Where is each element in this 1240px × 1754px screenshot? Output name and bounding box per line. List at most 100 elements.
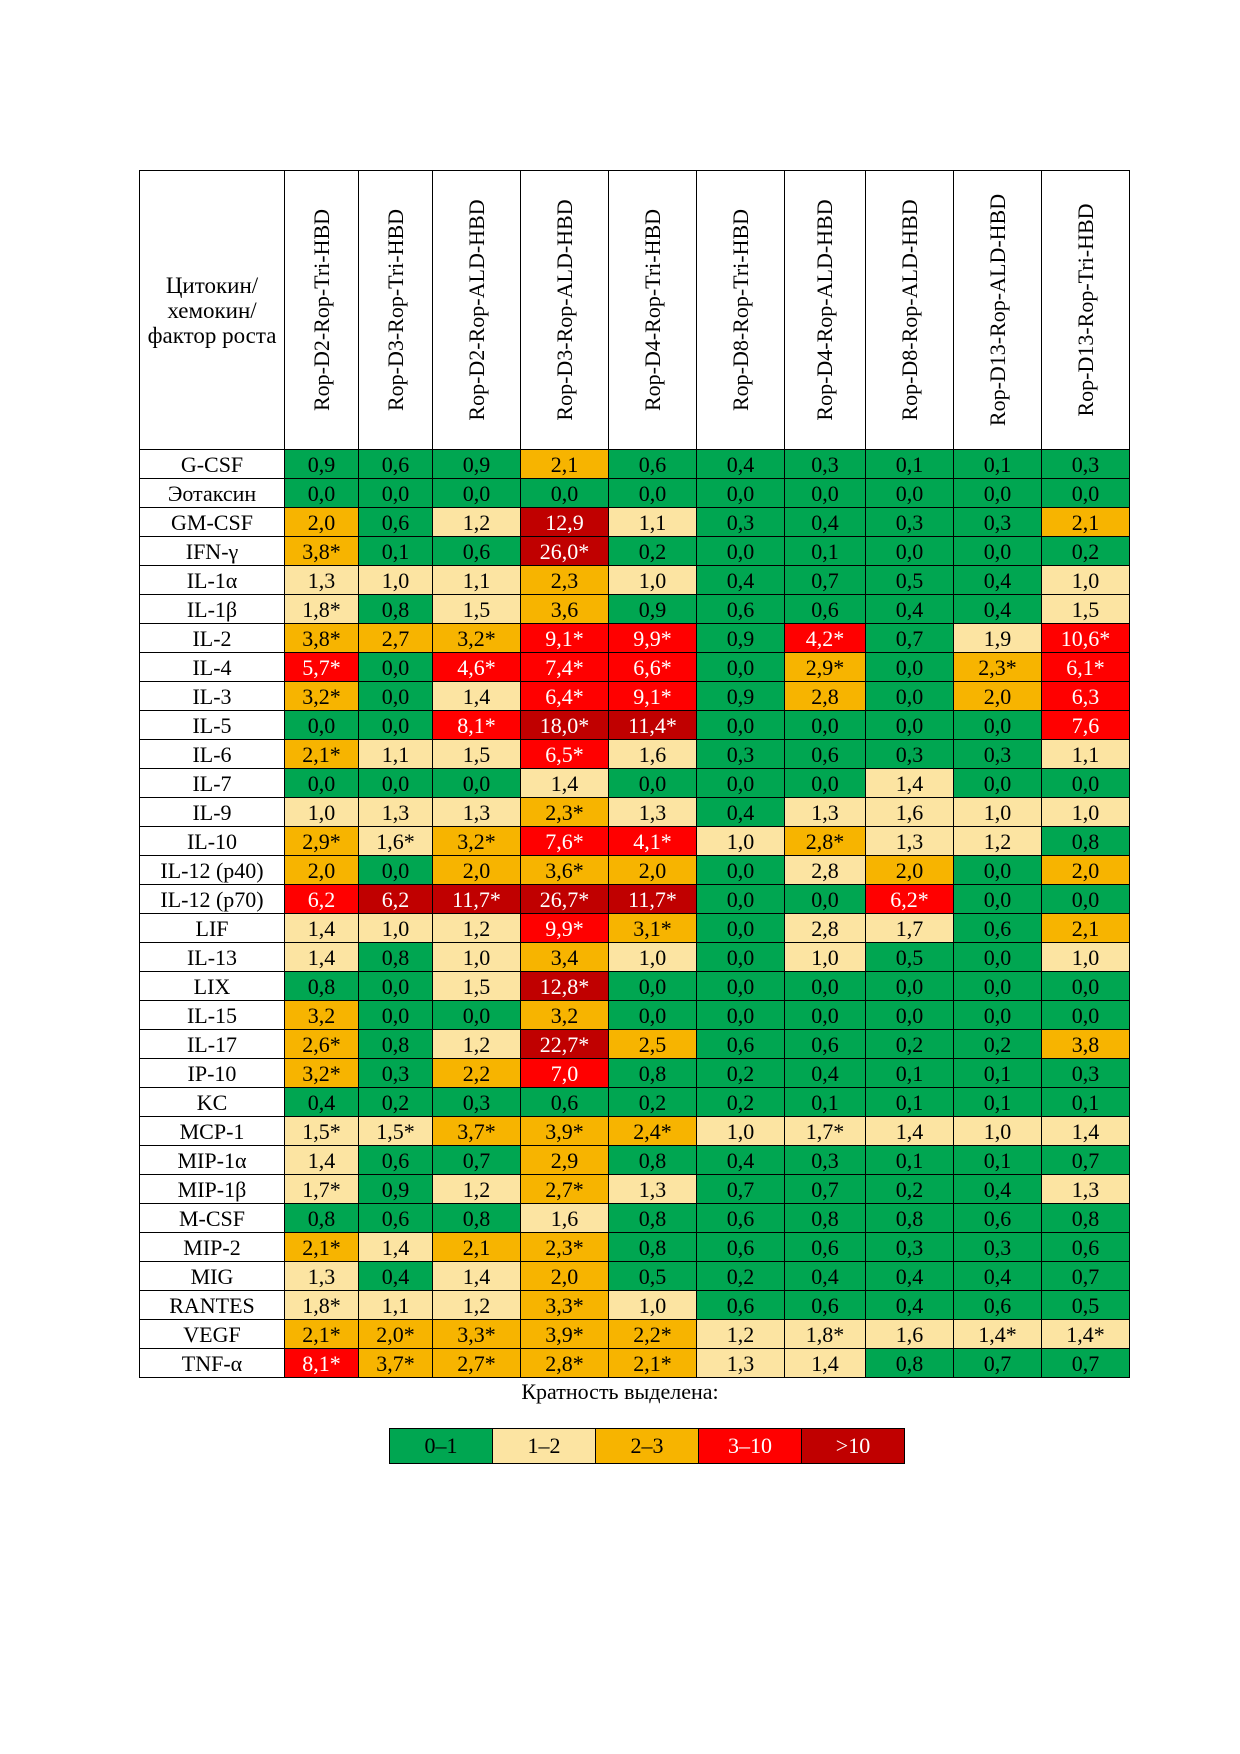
column-header-label: Rop-D13-Rop-ALD-HBD [984, 193, 1010, 427]
heatmap-cell: 1,0 [1041, 942, 1130, 972]
heatmap-cell: 0,6 [953, 1203, 1042, 1233]
heatmap-cell: 0,3 [865, 739, 954, 769]
heatmap-cell: 2,4* [608, 1116, 697, 1146]
heatmap-cell: 0,0 [696, 710, 785, 740]
heatmap-cell: 0,6 [1041, 1232, 1130, 1262]
heatmap-cell: 0,9 [284, 449, 359, 479]
heatmap-cell: 3,2 [520, 1000, 609, 1030]
heatmap-cell: 1,0 [608, 1290, 697, 1320]
heatmap-cell: 0,6 [696, 1203, 785, 1233]
heatmap-cell: 0,4 [953, 565, 1042, 595]
heatmap-cell: 0,0 [784, 478, 866, 508]
heatmap-cell: 1,2 [953, 826, 1042, 856]
heatmap-cell: 2,0 [284, 507, 359, 537]
heatmap-cell: 0,0 [696, 478, 785, 508]
heatmap-cell: 1,7* [284, 1174, 359, 1204]
table-row: MIG 1,3 0,4 1,4 2,0 0,5 0,2 0,4 0,4 0,4 0,7 [139, 1261, 1130, 1291]
heatmap-cell: 1,3 [284, 565, 359, 595]
row-label: MIP-1β [139, 1174, 285, 1204]
heatmap-cell: 1,4 [784, 1348, 866, 1378]
legend-swatch: 2–3 [595, 1428, 699, 1464]
column-header: Rop-D13-Rop-Tri-HBD [1041, 170, 1130, 450]
heatmap-cell: 0,2 [696, 1087, 785, 1117]
heatmap-cell: 0,0 [358, 971, 433, 1001]
header-row: Цитокин/ хемокин/ фактор роста Rop-D2-Ro… [139, 170, 1130, 450]
heatmap-cell: 0,9 [696, 681, 785, 711]
heatmap-cell: 0,0 [784, 710, 866, 740]
table-row: LIF 1,4 1,0 1,2 9,9* 3,1* 0,0 2,8 1,7 0,6 2,1 [139, 913, 1130, 943]
heatmap-cell: 0,4 [784, 507, 866, 537]
column-header: Rop-D8-Rop-Tri-HBD [696, 170, 785, 450]
table-row: IL-3 3,2* 0,0 1,4 6,4* 9,1* 0,9 2,8 0,0 2,0 6,3 [139, 681, 1130, 711]
heatmap-cell: 3,8 [1041, 1029, 1130, 1059]
heatmap-cell: 0,3 [953, 507, 1042, 537]
heatmap-cell: 0,0 [358, 652, 433, 682]
heatmap-cell: 2,1 [432, 1232, 521, 1262]
heatmap-cell: 0,3 [432, 1087, 521, 1117]
heatmap-cell: 0,0 [953, 768, 1042, 798]
heatmap-cell: 2,1 [1041, 507, 1130, 537]
heatmap-cell: 0,6 [358, 507, 433, 537]
row-label: IL-7 [139, 768, 285, 798]
table-row: IL-12 (p40) 2,0 0,0 2,0 3,6* 2,0 0,0 2,8 2,0 0,0 2… [139, 855, 1130, 885]
heatmap-cell: 3,4 [520, 942, 609, 972]
column-header-label: Rop-D13-Rop-Tri-HBD [1072, 203, 1098, 417]
heatmap-cell: 1,1 [358, 739, 433, 769]
heatmap-cell: 0,0 [784, 768, 866, 798]
heatmap-cell: 7,6* [520, 826, 609, 856]
heatmap-cell: 1,2 [432, 1174, 521, 1204]
row-label: IL-4 [139, 652, 285, 682]
heatmap-cell: 4,6* [432, 652, 521, 682]
heatmap-cell: 1,3 [284, 1261, 359, 1291]
heatmap-cell: 0,0 [865, 536, 954, 566]
heatmap-cell: 1,0 [953, 1116, 1042, 1146]
heatmap-cell: 1,1 [1041, 739, 1130, 769]
heatmap-cell: 0,0 [953, 884, 1042, 914]
heatmap-cell: 1,6* [358, 826, 433, 856]
heatmap-cell: 18,0* [520, 710, 609, 740]
heatmap-cell: 1,3 [1041, 1174, 1130, 1204]
heatmap-cell: 0,8 [608, 1232, 697, 1262]
heatmap-cell: 0,6 [432, 536, 521, 566]
heatmap-cell: 1,4 [520, 768, 609, 798]
heatmap-cell: 12,9 [520, 507, 609, 537]
heatmap-cell: 1,4 [284, 913, 359, 943]
heatmap-cell: 0,0 [784, 1000, 866, 1030]
column-header: Rop-D13-Rop-ALD-HBD [953, 170, 1042, 450]
heatmap-cell: 26,7* [520, 884, 609, 914]
heatmap-cell: 1,0 [432, 942, 521, 972]
heatmap-cell: 0,4 [865, 594, 954, 624]
heatmap-cell: 1,7 [865, 913, 954, 943]
heatmap-cell: 11,4* [608, 710, 697, 740]
heatmap-cell: 6,6* [608, 652, 697, 682]
table-row: IFN-γ 3,8* 0,1 0,6 26,0* 0,2 0,0 0,1 0,0 0,0 0,2 [139, 536, 1130, 566]
heatmap-cell: 2,0 [865, 855, 954, 885]
heatmap-cell: 0,0 [696, 942, 785, 972]
heatmap-cell: 0,0 [953, 536, 1042, 566]
heatmap-cell: 1,5* [358, 1116, 433, 1146]
heatmap-cell: 0,7 [953, 1348, 1042, 1378]
heatmap-cell: 2,1* [284, 1232, 359, 1262]
heatmap-cell: 0,7 [432, 1145, 521, 1175]
heatmap-cell: 2,7 [358, 623, 433, 653]
heatmap-cell: 0,6 [953, 913, 1042, 943]
table-row: Эотаксин 0,0 0,0 0,0 0,0 0,0 0,0 0,0 0,0 0,0 0,0 [139, 478, 1130, 508]
legend-swatch: 0–1 [389, 1428, 493, 1464]
row-label: IL-17 [139, 1029, 285, 1059]
row-label: MCP-1 [139, 1116, 285, 1146]
heatmap-cell: 1,1 [358, 1290, 433, 1320]
heatmap-cell: 0,8 [608, 1203, 697, 1233]
heatmap-cell: 0,0 [1041, 1000, 1130, 1030]
heatmap-cell: 0,2 [865, 1029, 954, 1059]
heatmap-cell: 0,0 [1041, 478, 1130, 508]
heatmap-cell: 2,1 [520, 449, 609, 479]
column-header: Rop-D4-Rop-ALD-HBD [784, 170, 866, 450]
heatmap-cell: 2,1* [608, 1348, 697, 1378]
heatmap-cell: 0,1 [865, 1058, 954, 1088]
heatmap-cell: 6,2* [865, 884, 954, 914]
legend-swatch: >10 [801, 1428, 905, 1464]
table-row: KC 0,4 0,2 0,3 0,6 0,2 0,2 0,1 0,1 0,1 0,1 [139, 1087, 1130, 1117]
heatmap-cell: 0,0 [865, 971, 954, 1001]
table-row: IL-1α 1,3 1,0 1,1 2,3 1,0 0,4 0,7 0,5 0,4 1,0 [139, 565, 1130, 595]
table-row: IL-13 1,4 0,8 1,0 3,4 1,0 0,0 1,0 0,5 0,0 1,0 [139, 942, 1130, 972]
